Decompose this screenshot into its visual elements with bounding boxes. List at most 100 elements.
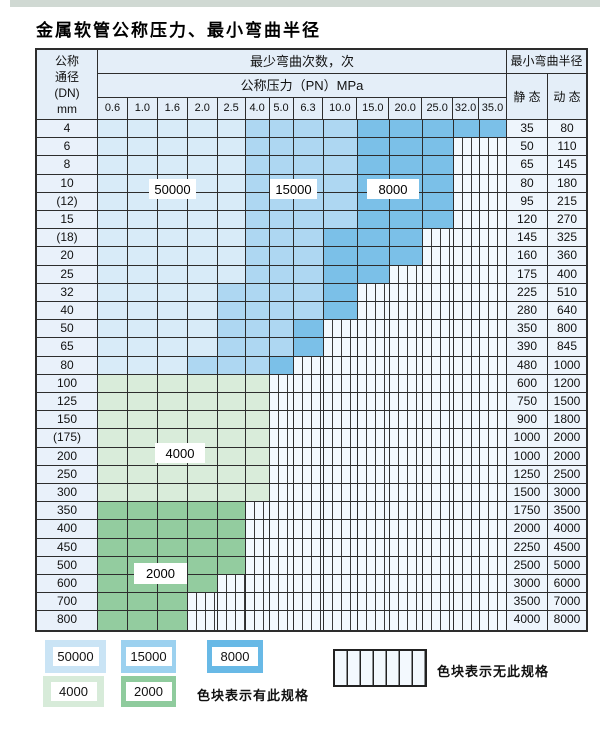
no-spec-cell: [480, 156, 507, 175]
spec-cell: [358, 247, 390, 266]
spec-cell: [128, 320, 158, 339]
no-spec-cell: [324, 374, 358, 394]
spec-cell: [188, 138, 218, 157]
spec-cell: [188, 302, 218, 321]
no-spec-cell: [480, 447, 507, 466]
dn-cell: 250: [37, 465, 98, 485]
static-radius-cell: 145: [507, 229, 548, 248]
no-spec-cell: [390, 302, 423, 321]
no-spec-cell: [480, 265, 507, 284]
no-spec-cell: [480, 174, 507, 193]
spec-cell: [158, 138, 188, 157]
no-spec-cell: [390, 429, 423, 448]
no-spec-cell: [454, 320, 480, 339]
no-spec-cell: [218, 593, 246, 612]
spec-cell: [98, 138, 128, 157]
static-radius-cell: 1500: [507, 484, 548, 503]
table-row: 150 900 1800: [37, 411, 586, 430]
dn-header-line: 公称: [54, 53, 79, 68]
spec-cell: [98, 247, 128, 266]
spec-cell: [98, 611, 128, 630]
no-spec-cell: [358, 447, 390, 466]
static-header: 静 态: [507, 74, 548, 119]
dynamic-radius-cell: 270: [548, 211, 586, 230]
spec-cell: [246, 393, 270, 412]
spec-cell: [294, 138, 324, 157]
no-spec-cell: [480, 575, 507, 594]
spec-cell: [324, 156, 358, 175]
spec-cell: [128, 538, 158, 557]
no-spec-cell: [390, 502, 423, 521]
spec-cell: [246, 174, 270, 193]
no-spec-cell: [218, 611, 246, 630]
spec-cell: [218, 247, 246, 266]
no-spec-cell: [246, 611, 270, 630]
no-spec-cell: [294, 374, 324, 394]
pressure-col-header: 4.0: [246, 98, 270, 119]
dn-cell: 800: [37, 611, 98, 630]
spec-cell: [218, 538, 246, 557]
dynamic-radius-cell: 1200: [548, 374, 586, 394]
pressure-col-header: 1.0: [128, 98, 158, 119]
dn-cell: 125: [37, 393, 98, 412]
dynamic-radius-cell: 6000: [548, 575, 586, 594]
spec-cell: [158, 411, 188, 430]
static-radius-cell: 1000: [507, 429, 548, 448]
no-spec-cell: [390, 393, 423, 412]
no-spec-cell: [358, 356, 390, 375]
table-row: 4 35 80: [37, 120, 586, 139]
table-row: 500 2500 5000: [37, 556, 586, 576]
spec-cell: [188, 374, 218, 394]
spec-cell: [294, 247, 324, 266]
spec-cell: [246, 374, 270, 394]
spec-cell: [324, 120, 358, 139]
spec-cell: [246, 447, 270, 466]
no-spec-cell: [270, 393, 294, 412]
pressure-col-header: 10.0: [323, 98, 358, 119]
spec-cell: [423, 156, 454, 175]
no-spec-cell: [390, 356, 423, 375]
table-row: 700 3500 7000: [37, 593, 586, 612]
no-spec-cell: [390, 575, 423, 594]
no-spec-cell: [324, 484, 358, 503]
no-spec-cell: [294, 447, 324, 466]
no-spec-cell: [423, 538, 454, 557]
spec-cell: [188, 575, 218, 594]
dynamic-radius-cell: 800: [548, 320, 586, 339]
spec-cell: [480, 120, 507, 139]
spec-cell: [270, 265, 294, 284]
spec-cell: [423, 211, 454, 230]
spec-cell: [158, 374, 188, 394]
spec-cell: [246, 192, 270, 212]
no-spec-cell: [270, 611, 294, 630]
spec-cell: [218, 120, 246, 139]
no-spec-cell: [454, 611, 480, 630]
dynamic-radius-cell: 360: [548, 247, 586, 266]
no-spec-cell: [454, 156, 480, 175]
no-spec-cell: [270, 556, 294, 576]
spec-cell: [98, 265, 128, 284]
no-spec-cell: [480, 484, 507, 503]
spec-cell: [270, 120, 294, 139]
spec-cell: [128, 356, 158, 375]
static-radius-cell: 1750: [507, 502, 548, 521]
spec-cell: [358, 120, 390, 139]
spec-cell: [98, 283, 128, 303]
dynamic-radius-cell: 4000: [548, 520, 586, 539]
dynamic-radius-cell: 8000: [548, 611, 586, 630]
spec-cell: [294, 302, 324, 321]
dynamic-radius-cell: 5000: [548, 556, 586, 576]
dn-cell: 350: [37, 502, 98, 521]
spec-cell: [98, 211, 128, 230]
no-spec-cell: [294, 484, 324, 503]
no-spec-cell: [454, 265, 480, 284]
spec-cell: [246, 247, 270, 266]
no-spec-cell: [324, 393, 358, 412]
spec-cell: [324, 174, 358, 193]
table-row: 40 280 640: [37, 302, 586, 321]
table-row: 32 225 510: [37, 283, 586, 303]
no-spec-cell: [423, 502, 454, 521]
spec-cell: [218, 265, 246, 284]
spec-cell: [188, 283, 218, 303]
